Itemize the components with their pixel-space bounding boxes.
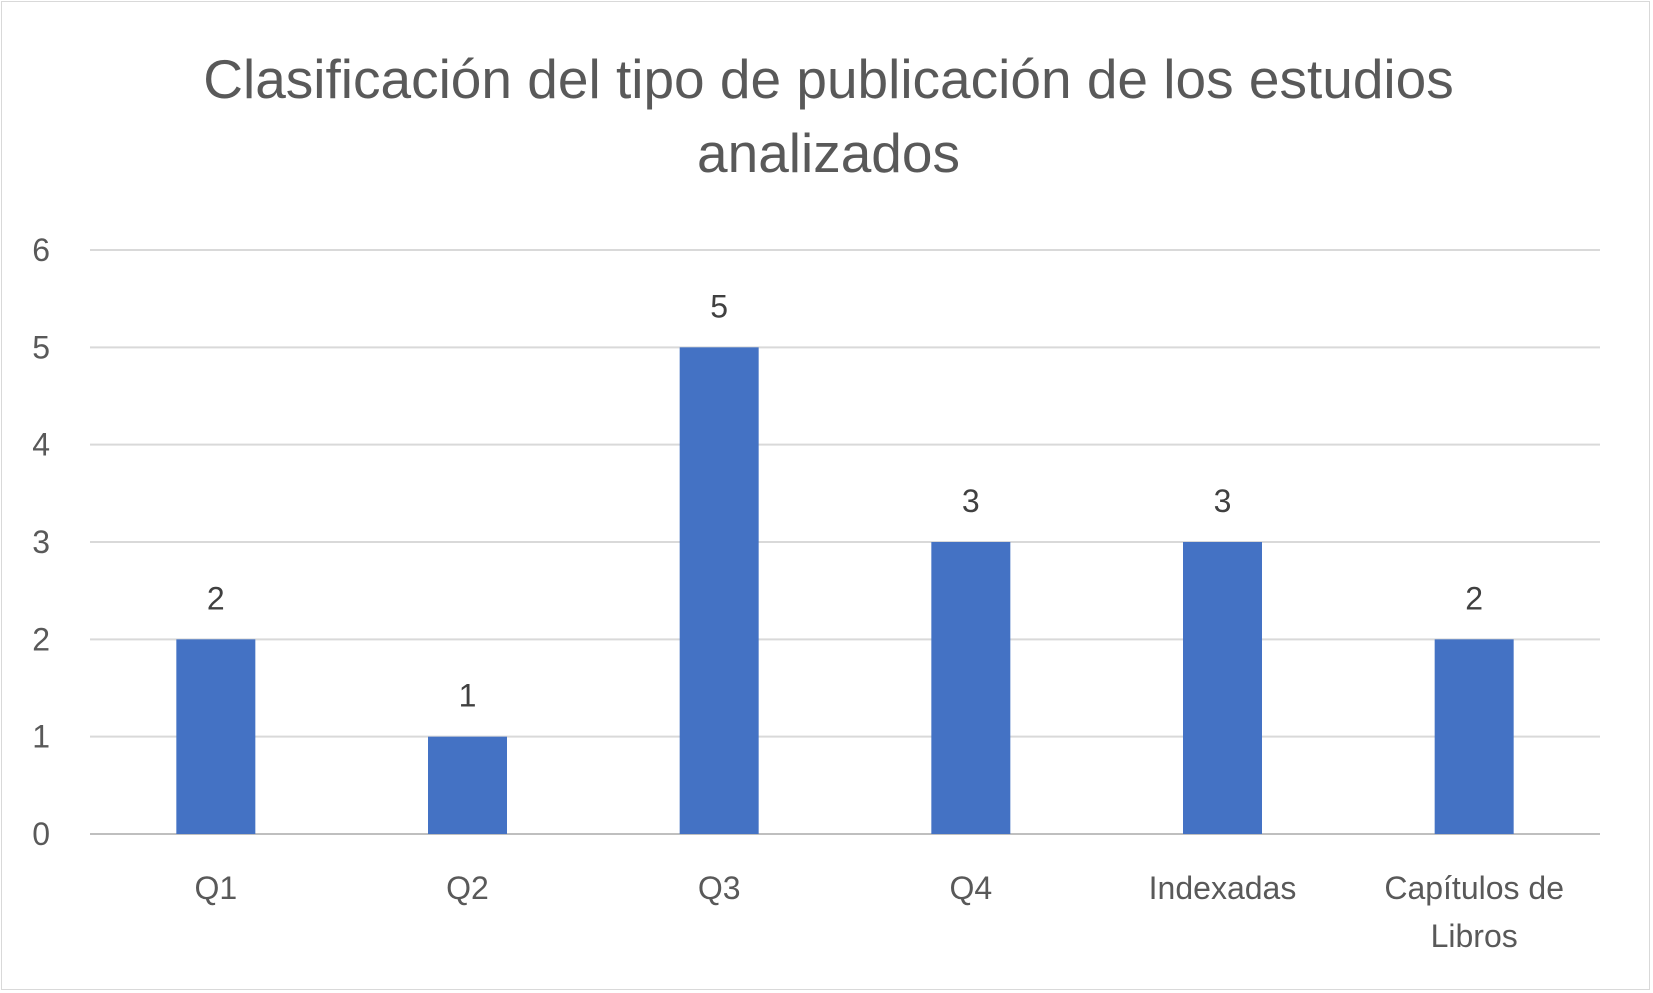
bar-3 xyxy=(931,542,1011,834)
data-label-2: 5 xyxy=(710,288,728,324)
x-tick-label-2: Q3 xyxy=(698,870,741,906)
data-label-4: 3 xyxy=(1214,483,1232,519)
y-tick-label-1: 1 xyxy=(32,719,50,755)
y-tick-label-3: 3 xyxy=(32,524,50,560)
bar-0 xyxy=(176,639,256,834)
data-label-3: 3 xyxy=(962,483,980,519)
bar-5 xyxy=(1434,639,1514,834)
y-tick-label-2: 2 xyxy=(32,621,50,657)
x-tick-label-1: Q2 xyxy=(446,870,489,906)
x-tick-label-5-line-0: Capítulos de xyxy=(1384,870,1564,906)
x-tick-label-5-line-1: Libros xyxy=(1431,918,1518,954)
bar-1 xyxy=(428,736,507,834)
y-tick-label-4: 4 xyxy=(32,427,50,463)
bar-2 xyxy=(679,347,759,834)
x-tick-label-3: Q4 xyxy=(949,870,992,906)
data-label-5: 2 xyxy=(1465,580,1483,616)
data-label-1: 1 xyxy=(459,678,477,714)
x-tick-label-4: Indexadas xyxy=(1149,870,1297,906)
bar-4 xyxy=(1183,542,1262,834)
y-tick-label-5: 5 xyxy=(32,329,50,365)
chart-title: Clasificación del tipo de publicación de… xyxy=(203,48,1454,184)
y-tick-label-0: 0 xyxy=(32,816,50,852)
x-tick-label-0: Q1 xyxy=(194,870,237,906)
y-tick-label-6: 6 xyxy=(32,232,50,268)
data-label-0: 2 xyxy=(207,580,225,616)
